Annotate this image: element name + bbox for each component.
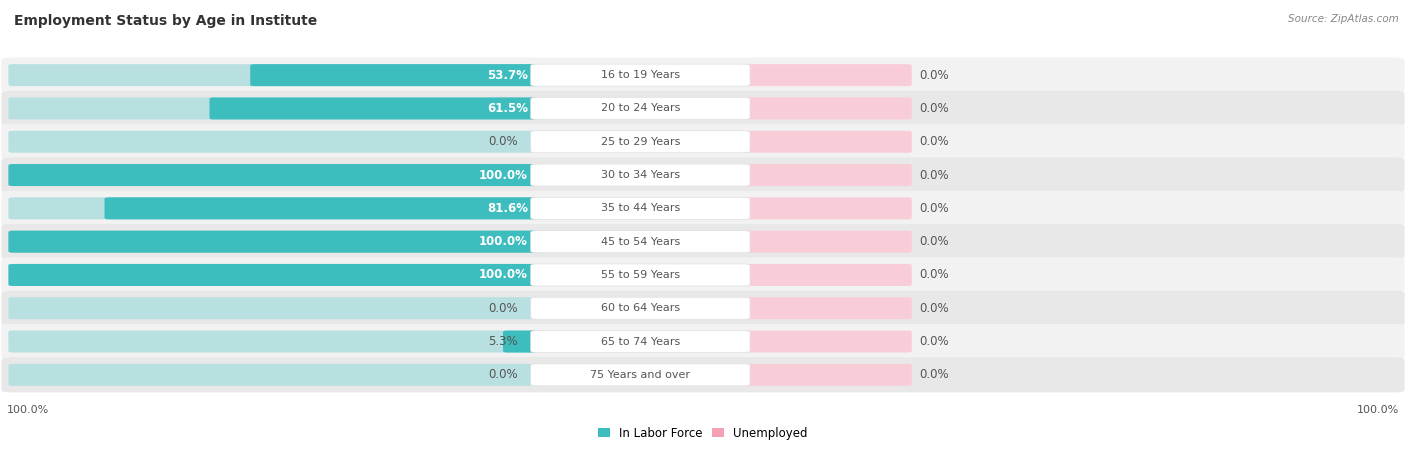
Text: 0.0%: 0.0% xyxy=(918,235,949,248)
Text: 0.0%: 0.0% xyxy=(918,335,949,348)
Text: 30 to 34 Years: 30 to 34 Years xyxy=(600,170,681,180)
Legend: In Labor Force, Unemployed: In Labor Force, Unemployed xyxy=(598,427,808,440)
Text: 53.7%: 53.7% xyxy=(486,69,527,81)
Text: 0.0%: 0.0% xyxy=(918,102,949,115)
Text: 0.0%: 0.0% xyxy=(488,135,517,148)
Text: 0.0%: 0.0% xyxy=(918,302,949,315)
Text: 100.0%: 100.0% xyxy=(7,405,49,415)
Text: 75 Years and over: 75 Years and over xyxy=(591,370,690,380)
Text: 0.0%: 0.0% xyxy=(918,269,949,281)
Text: 100.0%: 100.0% xyxy=(479,235,527,248)
Text: 61.5%: 61.5% xyxy=(486,102,527,115)
Text: 81.6%: 81.6% xyxy=(486,202,527,215)
Text: 100.0%: 100.0% xyxy=(479,269,527,281)
Text: 60 to 64 Years: 60 to 64 Years xyxy=(600,303,681,313)
Text: 0.0%: 0.0% xyxy=(918,202,949,215)
Text: 65 to 74 Years: 65 to 74 Years xyxy=(600,337,681,347)
Text: 20 to 24 Years: 20 to 24 Years xyxy=(600,104,681,113)
Text: 0.0%: 0.0% xyxy=(918,135,949,148)
Text: 35 to 44 Years: 35 to 44 Years xyxy=(600,203,681,213)
Text: 0.0%: 0.0% xyxy=(918,169,949,181)
Text: 100.0%: 100.0% xyxy=(1357,405,1399,415)
Text: 16 to 19 Years: 16 to 19 Years xyxy=(600,70,681,80)
Text: 0.0%: 0.0% xyxy=(488,302,517,315)
Text: Source: ZipAtlas.com: Source: ZipAtlas.com xyxy=(1288,14,1399,23)
Text: 0.0%: 0.0% xyxy=(488,369,517,381)
Text: Employment Status by Age in Institute: Employment Status by Age in Institute xyxy=(14,14,318,27)
Text: 55 to 59 Years: 55 to 59 Years xyxy=(600,270,681,280)
Text: 5.3%: 5.3% xyxy=(488,335,517,348)
Text: 0.0%: 0.0% xyxy=(918,369,949,381)
Text: 100.0%: 100.0% xyxy=(479,169,527,181)
Text: 25 to 29 Years: 25 to 29 Years xyxy=(600,137,681,147)
Text: 45 to 54 Years: 45 to 54 Years xyxy=(600,237,681,247)
Text: 0.0%: 0.0% xyxy=(918,69,949,81)
